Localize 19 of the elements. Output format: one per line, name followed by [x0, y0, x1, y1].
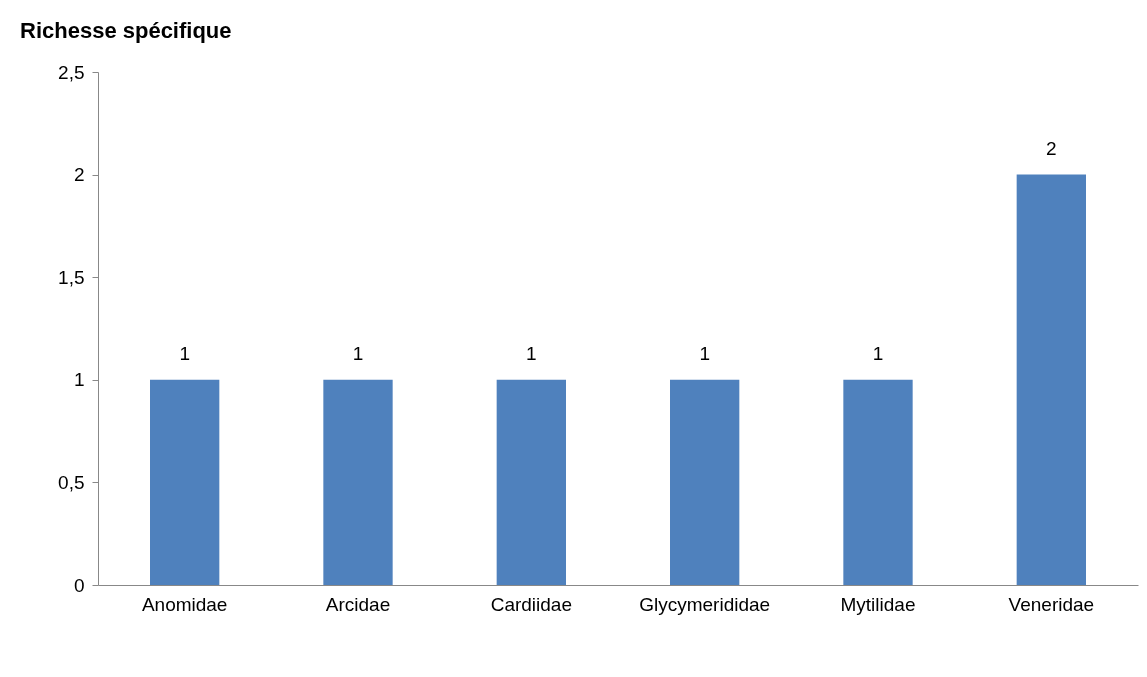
y-tick-label: 1: [73, 369, 85, 391]
data-label: 1: [699, 342, 710, 364]
y-tick-label: 2: [73, 164, 85, 186]
x-tick-label: Glycymerididae: [639, 593, 771, 615]
chart-title: Richesse spécifique: [20, 18, 232, 43]
data-label: 2: [1046, 137, 1057, 159]
y-tick-label: 1,5: [58, 266, 85, 288]
data-label: 1: [179, 342, 190, 364]
y-tick-label: 0: [73, 574, 85, 596]
data-label: 1: [526, 342, 537, 364]
x-tick-label: Veneridae: [1008, 593, 1095, 615]
data-label: 1: [352, 342, 364, 364]
x-tick-label: Arcidae: [325, 593, 391, 615]
y-tick-label: 0,5: [58, 471, 85, 493]
x-tick-label: Anomidae: [141, 593, 228, 615]
data-label: 1: [872, 342, 884, 364]
y-tick-label: 2,5: [58, 61, 85, 83]
x-tick-label: Mytilidae: [840, 593, 916, 615]
x-tick-label: Cardiidae: [490, 593, 572, 615]
